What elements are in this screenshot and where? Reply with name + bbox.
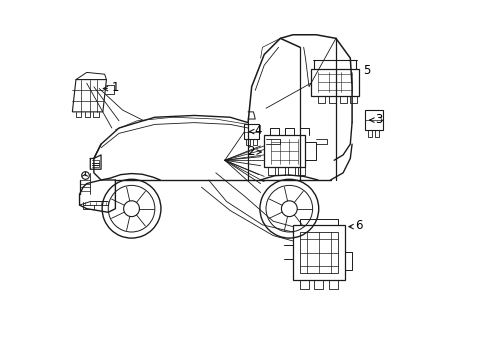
Text: 2: 2 [247, 145, 254, 158]
Bar [310, 69, 359, 96]
Text: 6: 6 [354, 219, 362, 233]
Bar [292, 225, 344, 280]
Text: 1: 1 [112, 81, 119, 94]
Bar [364, 110, 382, 130]
Bar [264, 135, 305, 167]
Text: 4: 4 [254, 124, 262, 138]
Bar [244, 125, 258, 139]
Bar [300, 232, 337, 273]
Text: 5: 5 [363, 64, 370, 77]
Text: 3: 3 [374, 113, 381, 126]
